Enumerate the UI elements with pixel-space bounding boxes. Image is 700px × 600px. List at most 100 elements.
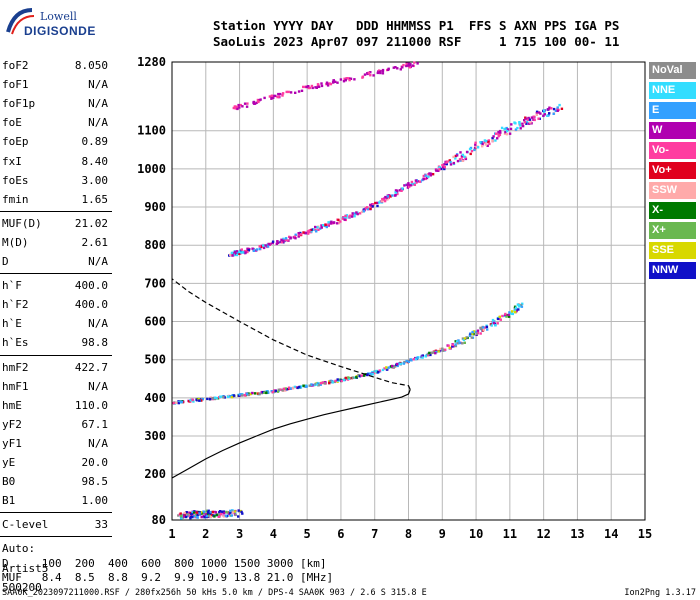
echo-point (492, 135, 495, 138)
echo-point (384, 195, 387, 199)
echo-point (332, 221, 336, 224)
echo-point (284, 389, 287, 392)
echo-point (236, 107, 239, 111)
echo-point (300, 233, 303, 236)
echo-point (246, 247, 249, 250)
echo-point (315, 230, 318, 233)
echo-point (315, 383, 319, 386)
echo-point (238, 250, 241, 254)
muf-row: MUF 8.4 8.5 8.8 9.2 9.9 10.9 13.8 21.0 [… (2, 571, 334, 584)
echo-point (505, 133, 509, 136)
echo-point (241, 250, 244, 254)
echo-point (369, 71, 372, 74)
param-key: foEp (2, 135, 29, 149)
echo-point (282, 387, 286, 390)
echo-point (470, 149, 474, 153)
echo-point (225, 510, 228, 514)
x-tick-label: 4 (270, 527, 277, 541)
echo-point (218, 510, 222, 513)
param-row: yF2 67.1 (0, 415, 112, 434)
echo-point (473, 148, 476, 152)
x-tick-label: 9 (439, 527, 446, 541)
echo-point (189, 516, 192, 520)
echo-point (506, 128, 510, 131)
echo-point (539, 112, 542, 115)
echo-point (239, 393, 242, 396)
x-tick-label: 7 (371, 527, 378, 541)
echo-point (285, 90, 288, 94)
echo-point (215, 513, 218, 517)
echo-point (498, 133, 502, 137)
echo-point (240, 510, 243, 514)
param-row: foEp 0.89 (0, 132, 112, 151)
echo-point (508, 132, 512, 135)
echo-point (366, 373, 369, 377)
echo-point (191, 398, 194, 401)
echo-point (247, 392, 250, 395)
echo-point (205, 509, 209, 512)
echo-point (324, 223, 327, 227)
echo-point (498, 315, 501, 318)
echo-point (198, 512, 201, 515)
echo-point (243, 393, 246, 397)
echo-point (376, 71, 379, 75)
echo-point (224, 514, 228, 517)
echo-point (264, 244, 267, 247)
echo-point (414, 179, 418, 182)
echo-point (428, 351, 431, 355)
echo-point (396, 192, 399, 196)
echo-point (487, 140, 490, 144)
echo-point (271, 390, 274, 394)
echo-point (293, 235, 297, 238)
echo-point (479, 326, 482, 330)
echo-point (408, 66, 411, 69)
echo-point (360, 210, 364, 214)
echo-point (401, 66, 404, 69)
echo-point (542, 114, 545, 117)
echo-point (470, 336, 473, 339)
echo-point (474, 146, 477, 149)
param-row: hmE 110.0 (0, 396, 112, 415)
echo-point (497, 131, 500, 134)
param-key: B1 (2, 494, 16, 508)
echo-point (284, 237, 288, 240)
echo-point (527, 122, 531, 125)
param-row: Auto: (0, 539, 112, 558)
echo-point (516, 126, 519, 130)
echo-point (209, 512, 212, 515)
echo-point (305, 85, 308, 89)
echo-point (520, 305, 524, 308)
echo-point (488, 142, 491, 146)
echo-point (508, 311, 511, 314)
echo-point (217, 515, 220, 518)
echo-point (308, 229, 311, 232)
echo-point (402, 362, 406, 365)
echo-point (200, 511, 203, 514)
echo-point (237, 515, 240, 518)
echo-point (210, 514, 214, 517)
param-key: foF1p (2, 97, 36, 111)
echo-point (514, 310, 517, 314)
echo-point (339, 78, 343, 81)
echo-point (319, 383, 322, 386)
echo-point (482, 328, 485, 332)
echo-point (510, 123, 513, 126)
param-row: D N/A (0, 252, 112, 271)
param-value: 21.02 (74, 216, 108, 230)
echo-point (262, 246, 266, 250)
echo-point (327, 223, 330, 226)
echo-point (364, 206, 367, 210)
echo-point (556, 106, 559, 109)
echo-point (469, 332, 472, 335)
y-tick-label: 300 (144, 429, 166, 443)
echo-point (205, 514, 208, 518)
echo-point (179, 512, 182, 515)
echo-point (330, 379, 334, 383)
echo-point (314, 382, 317, 386)
echo-point (334, 379, 337, 383)
echo-point (465, 336, 468, 339)
echo-point (448, 159, 451, 162)
echo-point (475, 145, 478, 149)
echo-point (180, 517, 183, 520)
